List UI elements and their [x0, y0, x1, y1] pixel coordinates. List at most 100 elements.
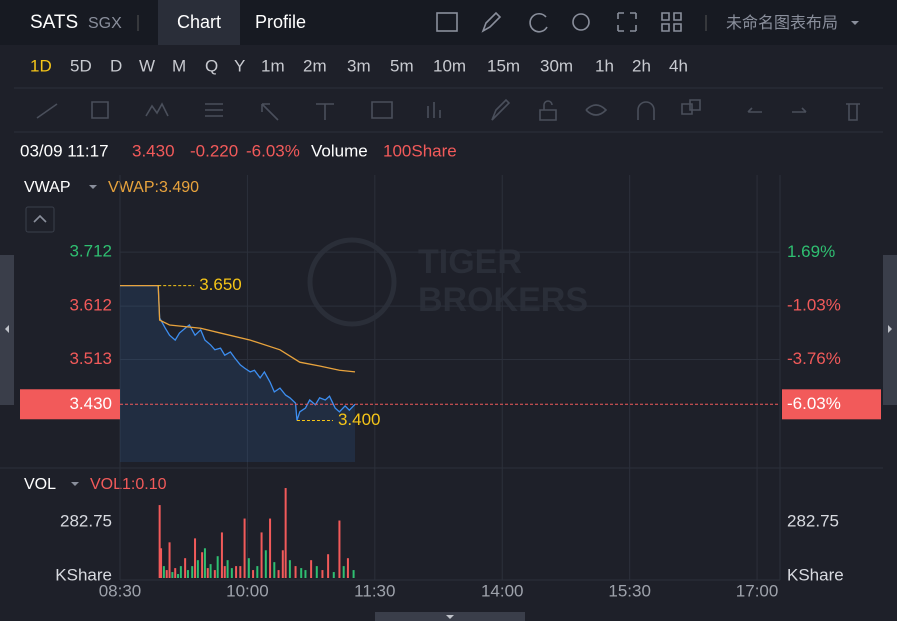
icon[interactable] [436, 12, 458, 32]
y-tick-label: 3.612 [69, 296, 112, 315]
collapse-button[interactable] [25, 206, 55, 233]
volume-bar [174, 568, 177, 578]
volume-bar [203, 548, 206, 578]
arrow [446, 615, 454, 619]
volume-bar [342, 566, 345, 578]
volume-bar [281, 550, 284, 578]
quote-field: -0.220 [190, 141, 238, 160]
timeframe[interactable]: 2h [632, 56, 651, 75]
volume-bar [288, 560, 291, 578]
volume-bar [209, 564, 212, 578]
volume-bar [171, 572, 174, 578]
timeframe[interactable]: 5m [390, 56, 414, 75]
legend-name: VOL [24, 476, 56, 493]
x-tick-label: 17:00 [736, 581, 779, 600]
timeframe[interactable]: 4h [669, 56, 688, 75]
watermark: TIGER [418, 243, 522, 281]
arrow [5, 325, 9, 333]
y-tick-label: 282.75 [60, 511, 112, 530]
volume-bar [346, 558, 349, 578]
timeframe[interactable]: 1D [30, 56, 52, 75]
annotation-label: 3.400 [338, 410, 381, 429]
icon[interactable] [529, 12, 548, 33]
timeframe[interactable]: W [139, 56, 155, 75]
toolbar-icons[interactable] [436, 11, 682, 33]
tool-icons [36, 98, 860, 121]
volume-bar [352, 570, 355, 578]
quote-field: Volume [311, 141, 368, 160]
volume-bar [256, 566, 259, 578]
volume-bar [201, 552, 204, 578]
volume-bar [304, 570, 307, 578]
y2-tick-label: 1.69% [787, 242, 835, 261]
volume-bar [184, 558, 187, 578]
exchange: SGX [88, 15, 122, 32]
tab[interactable]: Chart [177, 12, 221, 32]
timeframe[interactable]: 2m [303, 56, 327, 75]
volume-bar [191, 566, 194, 578]
drawing-tools [36, 98, 860, 121]
chevron [33, 214, 47, 223]
top-bar [0, 0, 897, 45]
dropdown-arrow[interactable] [89, 185, 97, 189]
icon[interactable] [572, 13, 590, 31]
timeframe[interactable]: 15m [487, 56, 520, 75]
volume-bar [160, 548, 163, 578]
volume-bar [206, 568, 209, 578]
timeframe[interactable]: 1m [261, 56, 285, 75]
volume-bar [179, 566, 182, 578]
volume-bar [158, 505, 161, 578]
volume-bar [252, 570, 255, 578]
y-tick-label: KShare [55, 565, 112, 584]
volume-bar [235, 566, 238, 578]
volume-bar [177, 574, 180, 578]
layout-name[interactable]: 未命名图表布局 [726, 14, 838, 32]
timeframe[interactable]: 5D [70, 56, 92, 75]
dropdown-arrow[interactable] [71, 482, 79, 486]
x-tick-label: 08:30 [99, 581, 142, 600]
volume-bar [260, 532, 263, 578]
timeframe[interactable]: 3m [347, 56, 371, 75]
timeframe[interactable]: M [172, 56, 186, 75]
volume-bar [196, 560, 199, 578]
volume-bar [294, 566, 297, 578]
volume-bar [243, 518, 246, 578]
line [120, 284, 356, 373]
timeframe[interactable]: Y [234, 56, 245, 75]
quote-field: 3.430 [132, 141, 175, 160]
volume-bar [264, 550, 267, 578]
watermark: BROKERS [418, 281, 588, 319]
volume-bar [338, 520, 341, 578]
active-tab[interactable] [158, 0, 240, 45]
volume-bar [165, 570, 168, 578]
icon[interactable] [617, 12, 637, 32]
volume-bar [186, 570, 189, 578]
timeframe[interactable]: 1h [595, 56, 614, 75]
legend-name: VWAP [24, 179, 71, 196]
symbol: SATS [30, 12, 78, 33]
volume-bar [247, 558, 250, 578]
volume-bar [226, 560, 229, 578]
volume-bar [230, 568, 233, 578]
volume-bar [168, 542, 171, 578]
volume-bar [220, 532, 223, 578]
last-pct-label: -6.03% [787, 394, 841, 413]
dropdown-arrow[interactable] [851, 21, 859, 25]
x-tick-label: 15:30 [608, 581, 651, 600]
timeframe[interactable]: 30m [540, 56, 573, 75]
timeframe[interactable]: Q [205, 56, 218, 75]
volume-bar [223, 566, 226, 578]
icon[interactable] [661, 12, 682, 32]
last-pct-box [782, 389, 881, 420]
tab[interactable]: Profile [255, 12, 306, 32]
timeframe[interactable]: 10m [433, 56, 466, 75]
icon[interactable] [481, 11, 502, 33]
x-tick-label: 11:30 [354, 581, 395, 600]
volume-bar [300, 568, 303, 578]
timeframe[interactable]: D [110, 56, 122, 75]
y2-tick-label: KShare [787, 565, 844, 584]
volume-bar [194, 538, 197, 578]
volume-bar [310, 560, 313, 578]
